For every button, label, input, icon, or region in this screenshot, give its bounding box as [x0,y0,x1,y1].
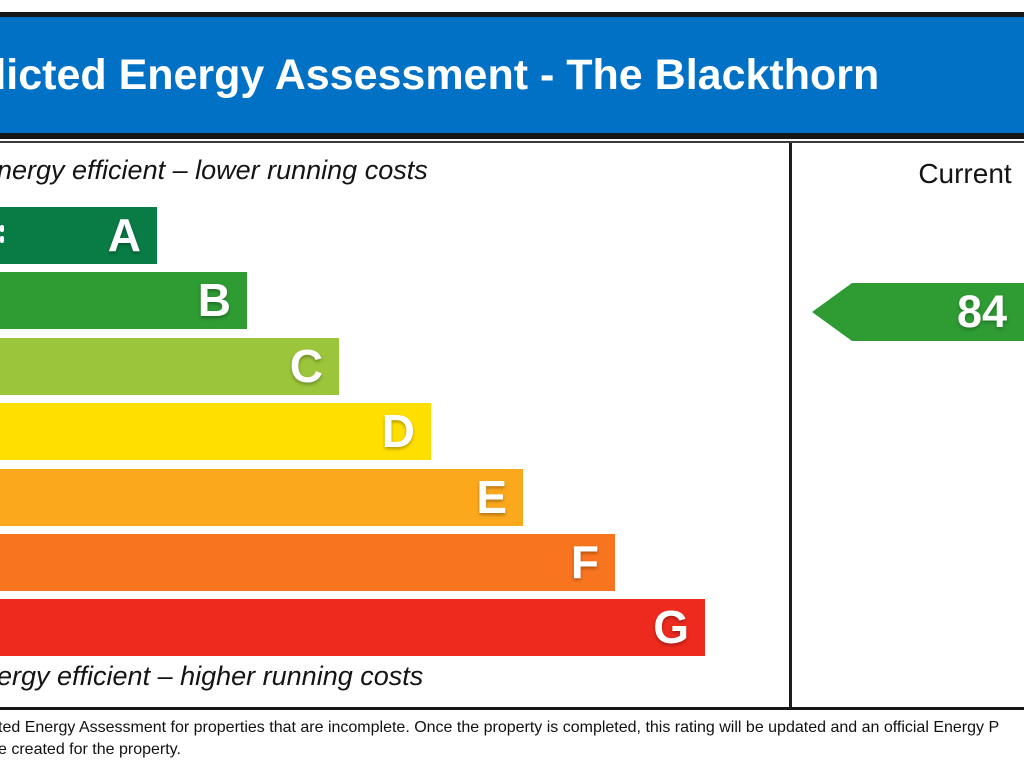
band-e: E [0,469,523,526]
footer-disclaimer-line1: ted Energy Assessment for properties tha… [0,719,1000,736]
band-d-letter: D [381,405,415,457]
band-g-letter: G [653,601,689,653]
band-f-letter: F [570,536,599,588]
band-f: F [0,534,615,591]
caption-higher-running-costs: ergy efficient – higher running costs [0,661,424,691]
band-c: C [0,338,339,395]
page-title: dicted Energy Assessment - The Blackthor… [0,51,880,99]
current-rating-value: 84 [957,286,1008,337]
energy-rating-panel: nergy efficient – lower running costs A … [0,141,1024,710]
band-a-clipped-range-text [0,225,4,232]
footer-disclaimer-line2: e created for the property. [0,741,181,758]
band-b-letter: B [197,274,231,326]
band-a: A [0,207,157,264]
header-bar: dicted Energy Assessment - The Blackthor… [0,12,1024,139]
band-b: B [0,272,247,329]
column-divider [789,143,792,707]
current-column-header: Current [918,158,1012,189]
band-e-letter: E [476,471,507,523]
band-c-letter: C [289,340,323,392]
band-a-letter: A [107,209,141,261]
band-d: D [0,403,431,460]
current-rating-arrow: 84 [812,283,1024,341]
caption-lower-running-costs: nergy efficient – lower running costs [0,155,428,185]
band-g: G [0,599,705,656]
